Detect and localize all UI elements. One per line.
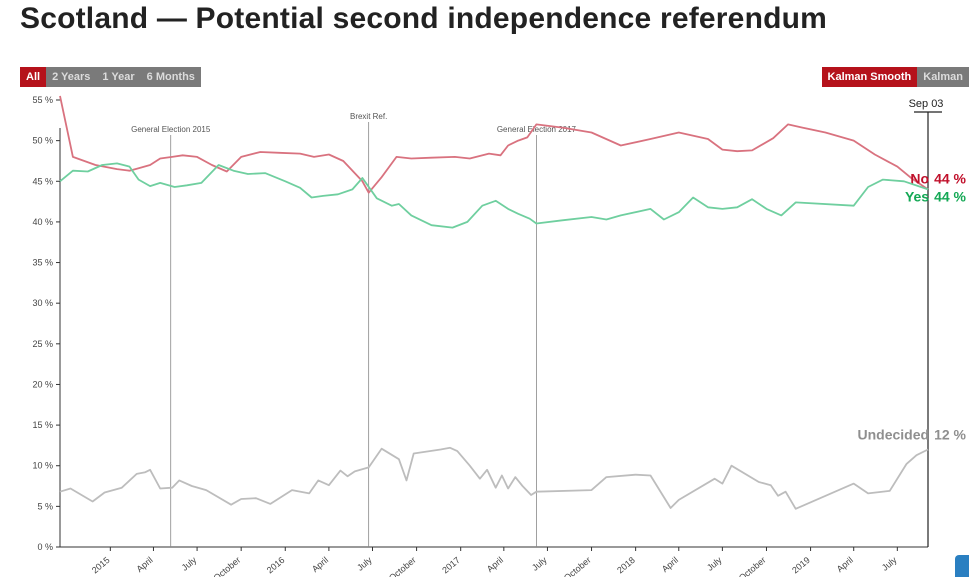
y-tick-label: 5 % [37,501,53,511]
series-end-name: No [910,170,929,186]
x-tick-label: July [705,555,724,573]
series-line-yes [59,162,929,229]
x-tick-label: October [387,555,418,577]
kalman-smooth-button[interactable]: Kalman Smooth [821,67,918,87]
x-tick-label: 2018 [615,555,637,576]
series-end-label-yes: Yes 44 % [905,188,967,204]
y-tick-label: 45 % [32,176,53,186]
series-end-label-undecided: Undecided 12 % [858,426,967,442]
series-end-name: Yes [905,188,929,204]
time-range-selector: All 2 Years 1 Year 6 Months [20,67,201,87]
x-tick-label: July [530,555,549,573]
x-tick-label: July [880,555,899,573]
series-line-no [59,95,929,194]
x-tick-label: April [660,555,680,574]
event-label: General Election 2015 [131,125,211,134]
y-tick-label: 30 % [32,298,53,308]
y-tick-label: 50 % [32,136,53,146]
range-2-years-button[interactable]: 2 Years [46,67,97,87]
event-label: Brexit Ref. [350,112,387,121]
series-end-value: 44 % [934,188,966,204]
range-6-months-button[interactable]: 6 Months [140,67,201,87]
series-end-name: Undecided [858,426,930,442]
current-date-label: Sep 03 [909,98,944,110]
range-1-year-button[interactable]: 1 Year [96,67,141,87]
x-tick-label: July [180,555,199,573]
y-tick-label: 20 % [32,379,53,389]
series-end-value: 12 % [934,426,966,442]
series-line-undecided [59,446,929,510]
y-tick-label: 35 % [32,258,53,268]
x-tick-label: July [355,555,374,573]
range-all-button[interactable]: All [20,67,47,87]
y-tick-label: 15 % [32,420,53,430]
series-end-label-no: No 44 % [910,170,966,186]
x-tick-label: April [835,555,855,574]
x-tick-label: October [562,555,593,577]
x-tick-label: April [135,555,155,574]
corner-scroll-button[interactable] [955,555,969,577]
kalman-button[interactable]: Kalman [917,67,969,87]
x-tick-label: 2017 [440,555,462,576]
event-label: General Election 2017 [497,125,577,134]
x-tick-label: 2019 [790,555,812,576]
x-tick-label: 2015 [90,555,112,576]
y-tick-label: 10 % [32,461,53,471]
series-end-value: 44 % [934,170,966,186]
y-tick-label: 0 % [37,542,53,552]
y-tick-label: 40 % [32,217,53,227]
x-tick-label: April [310,555,330,574]
x-tick-label: April [485,555,505,574]
y-tick-label: 55 % [32,95,53,105]
smoothing-mode-selector: Kalman Smooth Kalman [821,67,969,87]
x-tick-label: October [212,555,243,577]
x-tick-label: October [737,555,768,577]
page-title: Scotland — Potential second independence… [20,2,828,35]
poll-chart: 0 % 5 % 10 % 15 % 20 % 25 % 30 % 35 % 40 % 45 % 50… [32,95,967,577]
x-tick-label: 2016 [265,555,287,576]
y-tick-label: 25 % [32,339,53,349]
